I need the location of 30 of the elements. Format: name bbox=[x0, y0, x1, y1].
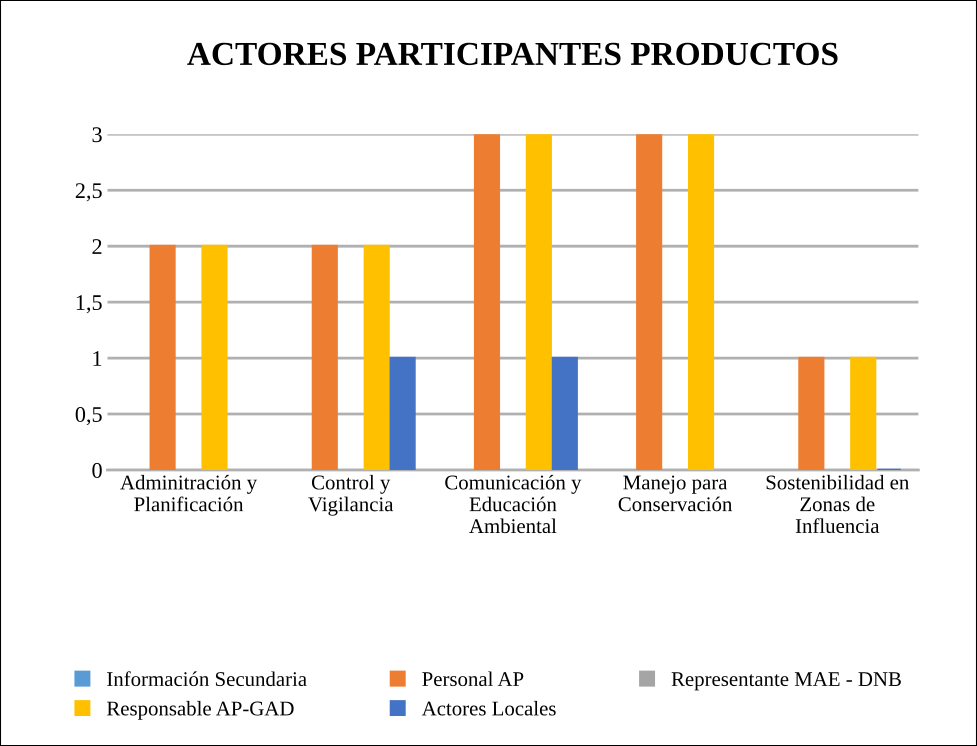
legend-label: Actores Locales bbox=[422, 700, 556, 716]
bar bbox=[552, 356, 578, 470]
bar bbox=[798, 356, 824, 470]
y-tick-label: 0,5 bbox=[76, 406, 102, 426]
x-tick-label: Sostenibilidad en Zonas de Influencia bbox=[766, 474, 910, 534]
y-tick-label: 3 bbox=[92, 127, 102, 142]
legend-label: Representante MAE - DNB bbox=[672, 672, 901, 690]
x-tick-label: Manejo para Conservación bbox=[618, 476, 732, 512]
y-tick-label: 2 bbox=[92, 239, 102, 254]
legend-label: Responsable AP-GAD bbox=[106, 700, 294, 720]
bar bbox=[364, 244, 390, 470]
bar bbox=[312, 244, 338, 470]
x-tick-label: Adminitración y Planificación bbox=[120, 474, 258, 512]
chart-title: ACTORES PARTICIPANTES PRODUCTOS bbox=[187, 42, 838, 66]
bar bbox=[150, 244, 176, 470]
bar bbox=[390, 356, 416, 470]
bar bbox=[201, 244, 228, 470]
x-tick-label: Control y Vigilancia bbox=[308, 474, 394, 516]
bar bbox=[688, 134, 714, 470]
y-tick-label: 0 bbox=[92, 462, 102, 478]
bar bbox=[526, 134, 552, 470]
bar bbox=[474, 134, 500, 470]
legend-label: Información Secundaria bbox=[107, 671, 307, 686]
y-tick-label: 1 bbox=[93, 351, 102, 366]
y-tick-label: 1,5 bbox=[76, 295, 102, 314]
y-tick-label: 2,5 bbox=[76, 183, 102, 202]
bar bbox=[850, 356, 876, 470]
bar bbox=[636, 134, 662, 470]
x-tick-label: Comunicación y Educación Ambiental bbox=[445, 474, 582, 534]
legend-label: Personal AP bbox=[422, 671, 524, 686]
